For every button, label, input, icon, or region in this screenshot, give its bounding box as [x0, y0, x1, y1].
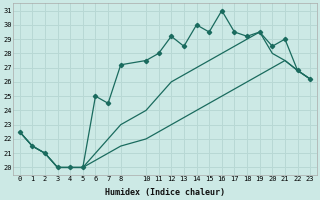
X-axis label: Humidex (Indice chaleur): Humidex (Indice chaleur) [105, 188, 225, 197]
